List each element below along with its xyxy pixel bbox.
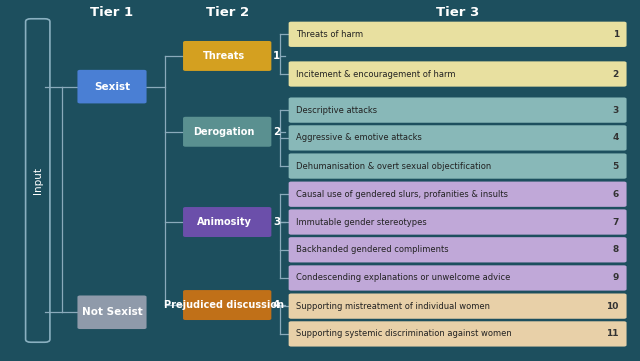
Text: 5: 5	[612, 162, 619, 170]
Text: Derogation: Derogation	[193, 127, 255, 137]
FancyBboxPatch shape	[289, 182, 627, 207]
Text: Tier 2: Tier 2	[205, 6, 249, 19]
FancyBboxPatch shape	[289, 237, 627, 262]
Text: 9: 9	[612, 274, 619, 282]
Text: 1: 1	[273, 51, 280, 61]
Text: 4: 4	[273, 300, 280, 310]
Text: Immutable gender stereotypes: Immutable gender stereotypes	[296, 218, 427, 226]
FancyBboxPatch shape	[289, 209, 627, 235]
Text: Threats: Threats	[203, 51, 245, 61]
Text: 11: 11	[606, 330, 619, 338]
Text: Condescending explanations or unwelcome advice: Condescending explanations or unwelcome …	[296, 274, 511, 282]
Text: 3: 3	[273, 217, 280, 227]
Text: 8: 8	[612, 245, 619, 254]
Text: 2: 2	[612, 70, 619, 78]
Text: 7: 7	[612, 218, 619, 226]
FancyBboxPatch shape	[289, 97, 627, 123]
FancyBboxPatch shape	[289, 22, 627, 47]
FancyBboxPatch shape	[77, 70, 147, 103]
Text: Tier 1: Tier 1	[90, 6, 134, 19]
Text: Dehumanisation & overt sexual objectification: Dehumanisation & overt sexual objectific…	[296, 162, 492, 170]
Text: Tier 3: Tier 3	[436, 6, 479, 19]
FancyBboxPatch shape	[289, 61, 627, 87]
FancyBboxPatch shape	[183, 41, 271, 71]
Text: Descriptive attacks: Descriptive attacks	[296, 106, 378, 114]
FancyBboxPatch shape	[289, 293, 627, 319]
Text: Input: Input	[33, 167, 43, 194]
FancyBboxPatch shape	[289, 125, 627, 151]
Text: Causal use of gendered slurs, profanities & insults: Causal use of gendered slurs, profanitie…	[296, 190, 508, 199]
Text: 10: 10	[607, 302, 619, 310]
Text: Supporting mistreatment of individual women: Supporting mistreatment of individual wo…	[296, 302, 490, 310]
Text: Incitement & encouragement of harm: Incitement & encouragement of harm	[296, 70, 456, 78]
Text: 3: 3	[612, 106, 619, 114]
FancyBboxPatch shape	[183, 290, 271, 320]
FancyBboxPatch shape	[183, 207, 271, 237]
Text: Not Sexist: Not Sexist	[82, 307, 142, 317]
Text: 2: 2	[273, 127, 280, 137]
FancyBboxPatch shape	[289, 265, 627, 291]
FancyBboxPatch shape	[289, 321, 627, 347]
FancyBboxPatch shape	[289, 153, 627, 179]
Text: Aggressive & emotive attacks: Aggressive & emotive attacks	[296, 134, 422, 142]
Text: 4: 4	[612, 134, 619, 142]
FancyBboxPatch shape	[183, 117, 271, 147]
Text: Backhanded gendered compliments: Backhanded gendered compliments	[296, 245, 449, 254]
Text: 6: 6	[612, 190, 619, 199]
Text: Supporting systemic discrimination against women: Supporting systemic discrimination again…	[296, 330, 512, 338]
Text: Sexist: Sexist	[94, 82, 130, 92]
Text: 1: 1	[612, 30, 619, 39]
Text: Threats of harm: Threats of harm	[296, 30, 364, 39]
Text: Prejudiced discussion: Prejudiced discussion	[164, 300, 284, 310]
FancyBboxPatch shape	[77, 295, 147, 329]
Text: Animosity: Animosity	[196, 217, 252, 227]
